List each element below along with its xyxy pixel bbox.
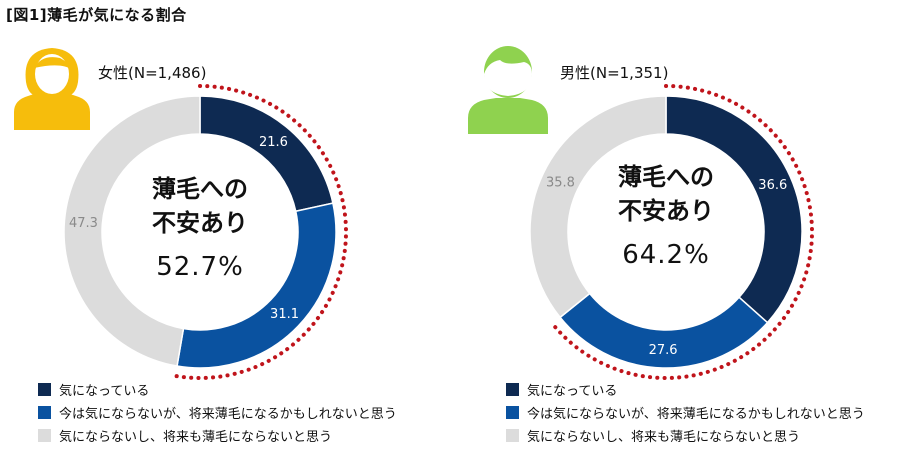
legend-item: 気にならないし、将来も薄毛にならないと思う	[38, 424, 397, 447]
female-person-icon	[14, 48, 90, 130]
male-donut-chart: 36.6 27.6 35.8	[529, 84, 814, 380]
donut-slice-1	[665, 95, 803, 324]
figure-title: [図1]薄毛が気になる割合	[6, 6, 187, 24]
donut-slice-3	[529, 95, 667, 319]
data-label: 35.8	[546, 176, 575, 191]
female-legend: 気になっている 今は気にならないが、将来薄毛になるかもしれないと思う 気にならな…	[38, 378, 397, 447]
legend-item: 今は気にならないが、将来薄毛になるかもしれないと思う	[506, 401, 865, 424]
male-center-text: 薄毛への 不安あり 64.2%	[618, 163, 714, 270]
male-person-icon	[468, 46, 548, 134]
data-label: 47.3	[69, 216, 98, 231]
anxiety-highlight-arc	[550, 84, 814, 380]
donut-slice-3	[63, 95, 201, 367]
male-legend: 気になっている 今は気にならないが、将来薄毛になるかもしれないと思う 気にならな…	[506, 378, 865, 447]
legend-item: 気になっている	[506, 378, 865, 401]
legend-item: 今は気にならないが、将来薄毛になるかもしれないと思う	[38, 401, 397, 424]
legend-item: 気になっている	[38, 378, 397, 401]
male-chart-title: 男性(N=1,351)	[560, 64, 669, 82]
anxiety-highlight-arc	[173, 84, 348, 380]
female-center-text: 薄毛への 不安あり 52.7%	[152, 175, 248, 282]
data-label: 31.1	[270, 307, 299, 322]
female-chart-title: 女性(N=1,486)	[98, 64, 207, 82]
data-label: 36.6	[758, 178, 787, 193]
data-label: 27.6	[649, 343, 678, 358]
legend-item: 気にならないし、将来も薄毛にならないと思う	[506, 424, 865, 447]
female-donut-chart: 21.6 31.1 47.3	[63, 84, 348, 380]
data-label: 21.6	[259, 135, 288, 150]
